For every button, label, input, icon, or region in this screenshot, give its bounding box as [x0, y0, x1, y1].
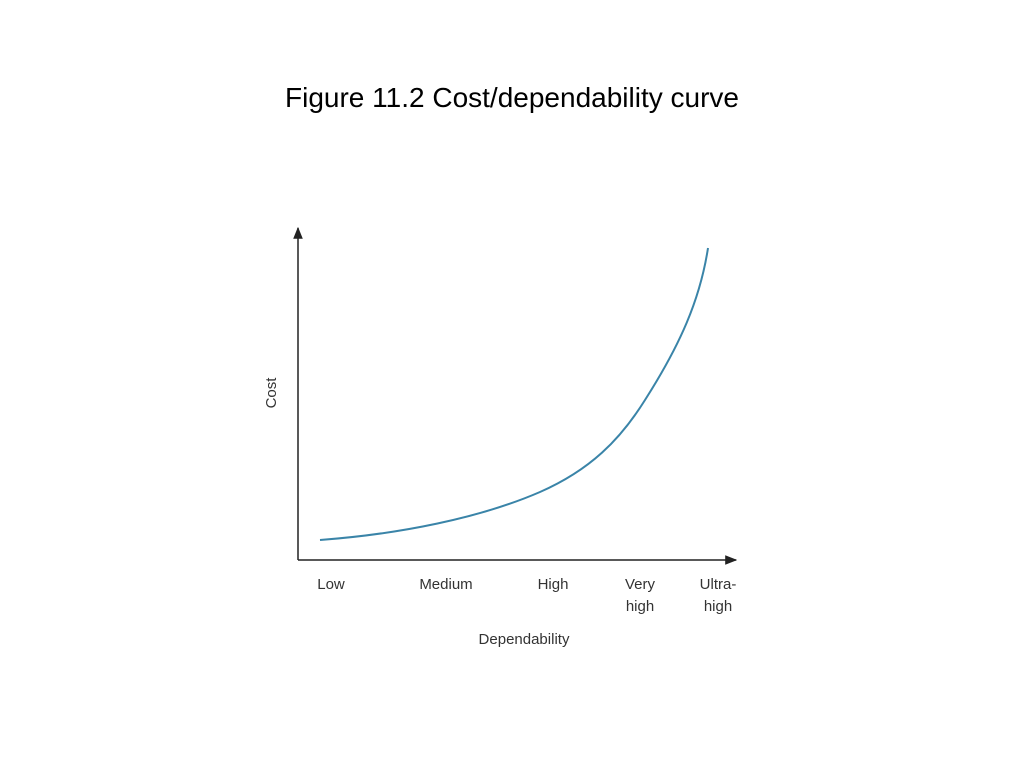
x-category-label: Very [625, 576, 656, 593]
x-category-label: High [538, 576, 569, 593]
x-axis-label: Dependability [479, 631, 570, 648]
x-category-label: high [626, 598, 654, 615]
y-axis-label: Cost [263, 377, 280, 409]
x-category-label: Low [317, 576, 345, 593]
x-category-label: Ultra- [700, 576, 737, 593]
x-category-label: high [704, 598, 732, 615]
category-labels: Low Medium High Very high Ultra-high [317, 576, 736, 615]
cost-curve [319, 247, 709, 541]
x-category-label: Medium [419, 576, 472, 593]
slide-title: Figure 11.2 Cost/dependability curve [285, 82, 739, 113]
